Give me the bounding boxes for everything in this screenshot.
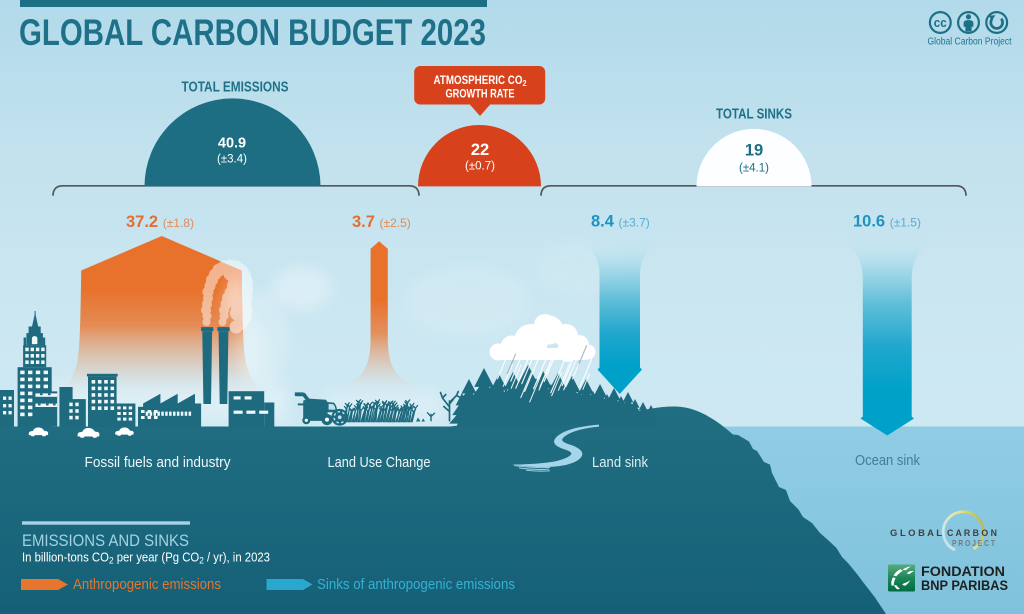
svg-text:Global Carbon Project: Global Carbon Project: [928, 37, 1012, 48]
svg-text:FONDATION: FONDATION: [921, 564, 1005, 579]
svg-text:40.9: 40.9: [218, 136, 246, 152]
svg-text:10.6 (±1.5): 10.6 (±1.5): [853, 212, 921, 230]
svg-text:8.4 (±3.7): 8.4 (±3.7): [591, 212, 650, 230]
svg-text:G L O B A L: G L O B A L: [890, 528, 942, 539]
svg-text:Fossil fuels and industry: Fossil fuels and industry: [85, 454, 231, 471]
svg-text:Land sink: Land sink: [592, 454, 648, 471]
svg-text:Ocean sink: Ocean sink: [855, 452, 920, 469]
svg-text:Land Use Change: Land Use Change: [328, 454, 431, 471]
svg-text:(±0.7): (±0.7): [465, 161, 495, 173]
svg-text:3.7 (±2.5): 3.7 (±2.5): [352, 213, 411, 231]
svg-text:(±4.1): (±4.1): [739, 163, 769, 175]
svg-text:TOTAL EMISSIONS: TOTAL EMISSIONS: [182, 80, 289, 96]
svg-text:GLOBAL CARBON BUDGET 2023: GLOBAL CARBON BUDGET 2023: [19, 12, 486, 53]
svg-text:GROWTH RATE: GROWTH RATE: [446, 89, 515, 101]
svg-text:19: 19: [745, 142, 763, 160]
svg-text:TOTAL SINKS: TOTAL SINKS: [716, 107, 792, 123]
svg-text:cc: cc: [934, 15, 947, 30]
svg-text:Sinks of anthropogenic emissio: Sinks of anthropogenic emissions: [317, 576, 515, 593]
svg-text:22: 22: [471, 141, 489, 159]
svg-text:EMISSIONS AND SINKS: EMISSIONS AND SINKS: [22, 532, 189, 550]
svg-text:ATMOSPHERIC CO2: ATMOSPHERIC CO2: [434, 75, 527, 88]
svg-text:37.2 (±1.8): 37.2 (±1.8): [126, 213, 194, 231]
svg-text:Anthropogenic emissions: Anthropogenic emissions: [73, 576, 221, 593]
svg-text:BNP PARIBAS: BNP PARIBAS: [921, 578, 1008, 593]
svg-text:In billion-tons CO2 per year (: In billion-tons CO2 per year (Pg CO2 / y…: [22, 550, 270, 567]
svg-text:(±3.4): (±3.4): [217, 154, 247, 166]
svg-text:P R O J E C T: P R O J E C T: [952, 538, 996, 548]
svg-text:C A R B O N: C A R B O N: [947, 528, 997, 539]
